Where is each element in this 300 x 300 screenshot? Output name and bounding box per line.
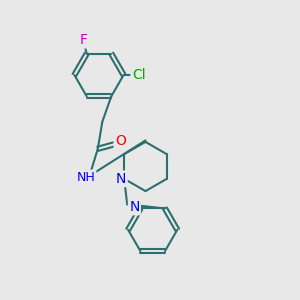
Text: O: O	[115, 134, 126, 148]
Text: N: N	[116, 172, 126, 186]
Text: N: N	[129, 200, 140, 214]
Text: NH: NH	[76, 171, 95, 184]
Text: F: F	[80, 33, 88, 47]
Text: Cl: Cl	[132, 68, 145, 82]
